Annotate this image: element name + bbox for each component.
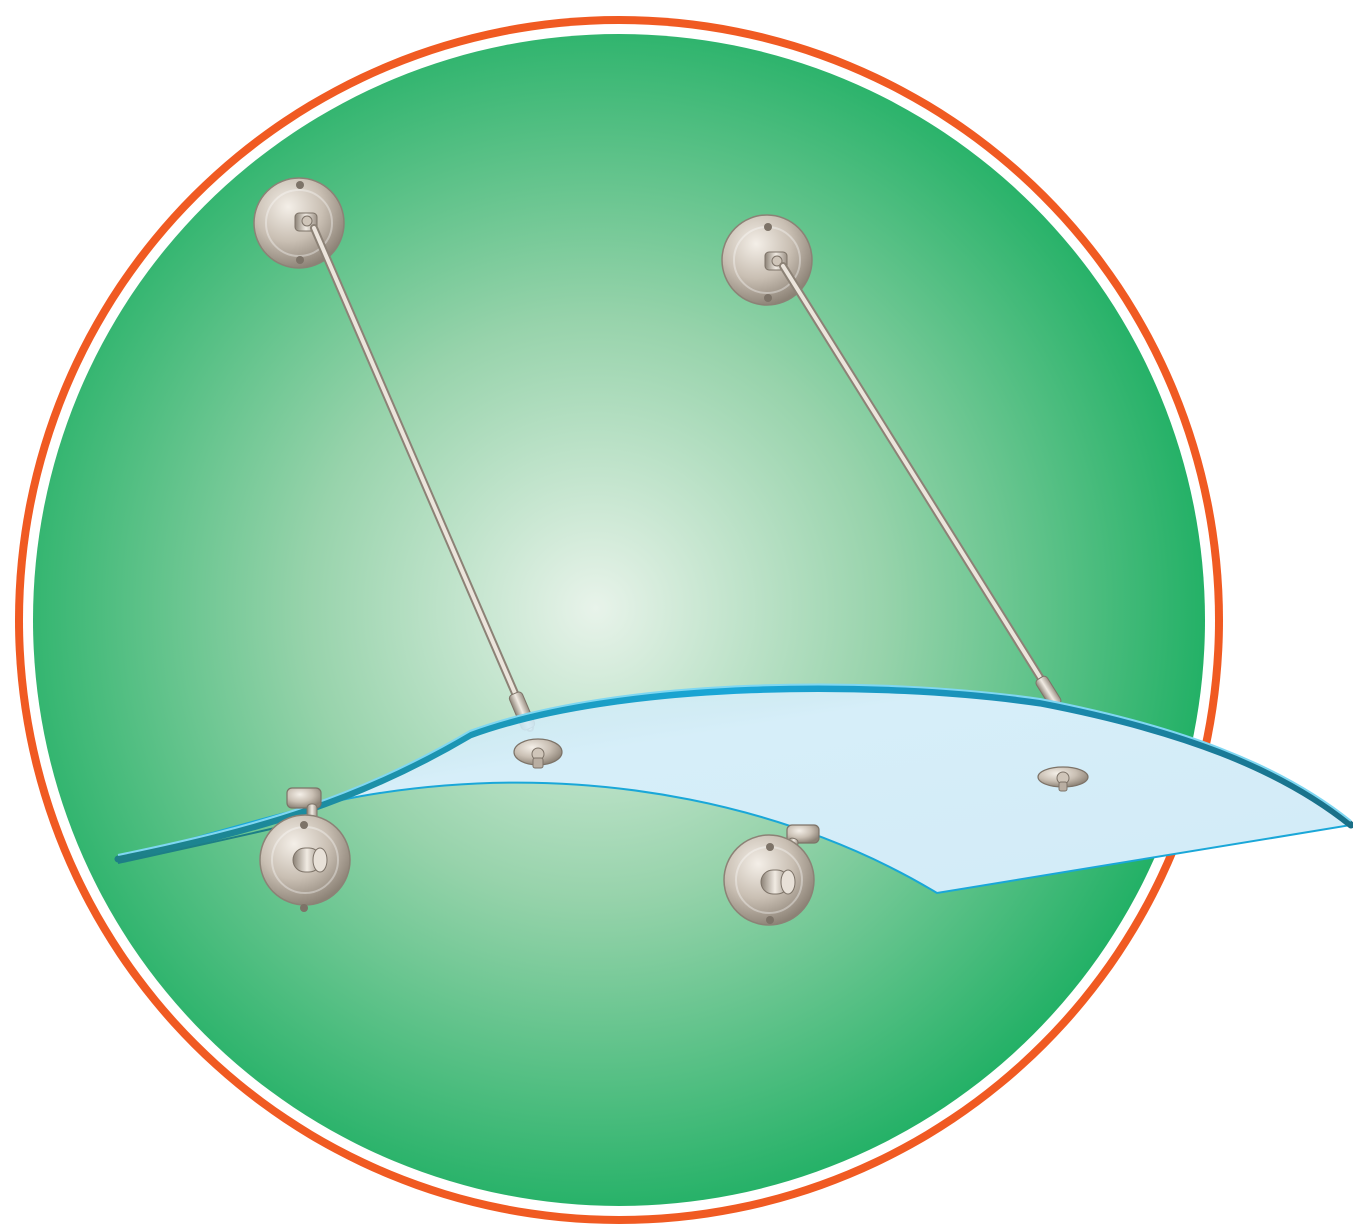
- wall-bracket-icon: [259, 787, 351, 912]
- glass-clamp-icon: [513, 738, 563, 769]
- glass-clamp-icon: [1037, 766, 1089, 792]
- background-roundel: [15, 16, 1223, 1224]
- wall-bracket-icon: [253, 177, 345, 269]
- green-disc: [33, 34, 1205, 1206]
- support-rod-icon: [779, 262, 1062, 710]
- wall-bracket-icon: [723, 824, 820, 926]
